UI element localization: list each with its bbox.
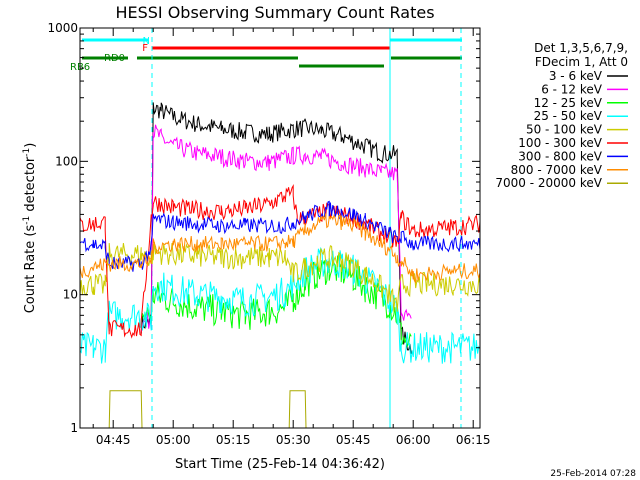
- legend-header-line-1: Det 1,3,5,6,7,9,: [534, 41, 628, 55]
- legend-label-7: 800 - 7000 keV: [511, 163, 603, 177]
- series-line-6: [79, 200, 481, 272]
- x-tick-label-0: 04:45: [96, 433, 131, 447]
- flag-label-f: F: [142, 43, 148, 54]
- series-line-8: [80, 390, 480, 429]
- x-tick-label-6: 06:15: [456, 433, 491, 447]
- footer-timestamp: 25-Feb-2014 07:28: [550, 469, 636, 479]
- chart-title: HESSI Observing Summary Count Rates: [115, 3, 434, 22]
- series-line-4: [79, 242, 481, 312]
- series-layer: [79, 102, 481, 429]
- legend-label-4: 50 - 100 keV: [526, 123, 603, 137]
- series-line-2: [140, 253, 412, 348]
- x-axis: 04:45 05:00 05:15 05:30 05:45 06:00 06:15: [92, 28, 491, 447]
- series-line-0: [140, 102, 412, 354]
- y-tick-label-3: 1000: [47, 21, 78, 35]
- x-axis-label: Start Time (25-Feb-14 04:36:42): [175, 457, 385, 472]
- x-tick-label-5: 06:00: [396, 433, 431, 447]
- flag-label-n: N: [143, 36, 150, 47]
- legend-label-3: 25 - 50 keV: [534, 109, 603, 123]
- legend-header-line-2: FDecim 1, Att 0: [535, 55, 628, 69]
- plot-frame: [79, 27, 481, 429]
- series-line-3: [79, 246, 481, 364]
- flag-label-rd0: RD0: [104, 53, 125, 64]
- y-axis-label: Count Rate (s-1 detector-1): [22, 143, 38, 314]
- legend-label-1: 6 - 12 keV: [541, 82, 603, 96]
- y-tick-label-1: 10: [63, 288, 78, 302]
- y-tick-label-2: 100: [55, 154, 78, 168]
- legend-label-0: 3 - 6 keV: [549, 69, 603, 83]
- legend-label-2: 12 - 25 keV: [534, 96, 603, 110]
- y-tick-label-0: 1: [70, 421, 78, 435]
- y-axis: 1 10 100 1000: [47, 21, 480, 435]
- series-line-7: [79, 213, 481, 284]
- legend-label-5: 100 - 300 keV: [518, 136, 602, 150]
- legend: Det 1,3,5,6,7,9, FDecim 1, Att 0 3 - 6 k…: [495, 41, 628, 190]
- legend-label-8: 7000 - 20000 keV: [495, 176, 602, 190]
- x-tick-label-1: 05:00: [156, 433, 191, 447]
- x-tick-label-3: 05:30: [276, 433, 311, 447]
- x-tick-label-4: 05:45: [336, 433, 371, 447]
- series-line-5: [79, 183, 481, 339]
- series-line-1: [140, 124, 412, 333]
- x-tick-label-2: 05:15: [216, 433, 251, 447]
- legend-label-6: 300 - 800 keV: [518, 149, 602, 163]
